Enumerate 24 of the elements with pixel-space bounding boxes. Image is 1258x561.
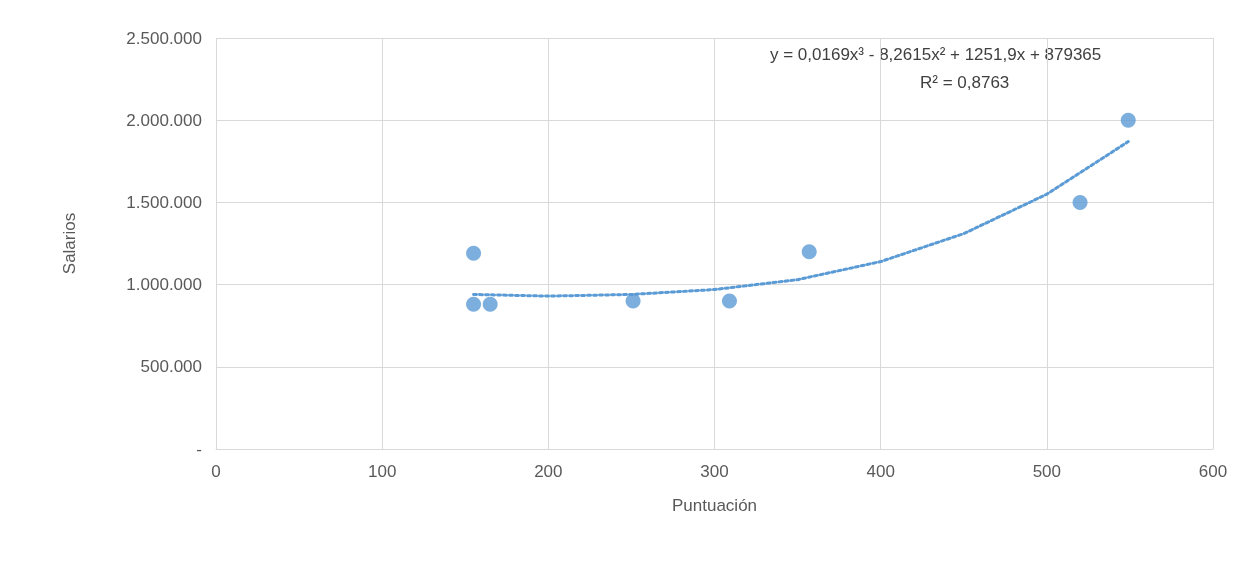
y-tick-label: 1.500.000 [126, 192, 202, 212]
x-tick-label: 500 [1032, 462, 1062, 481]
y-tick-label: 2.500.000 [126, 28, 202, 48]
annotation: R² = 0,8763 [920, 73, 1010, 92]
y-tick-label: 500.000 [140, 357, 202, 377]
x-tick-label: 200 [534, 462, 563, 481]
annotation: y = 0,0169x³ - 8,2615x² + 1251,9x + 879365 [770, 45, 1102, 64]
point [482, 296, 498, 312]
x-tick-label: 300 [700, 462, 729, 481]
y-axis-title: Salarios [60, 212, 79, 275]
y-tick-label: - [196, 439, 202, 459]
x-tick-label: 100 [367, 462, 397, 481]
point [801, 244, 817, 260]
y-tick-label: 2.000.000 [126, 110, 202, 130]
point [1072, 194, 1088, 210]
point [721, 293, 737, 309]
x-tick-label: 600 [1198, 462, 1228, 481]
x-tick-label: 0 [211, 462, 221, 481]
point [466, 245, 482, 261]
x-axis-title: Puntuación [671, 496, 758, 515]
x-tick-label: 400 [866, 462, 895, 481]
y-tick-label: 1.000.000 [126, 275, 202, 295]
point [1120, 112, 1136, 128]
point [466, 296, 482, 312]
